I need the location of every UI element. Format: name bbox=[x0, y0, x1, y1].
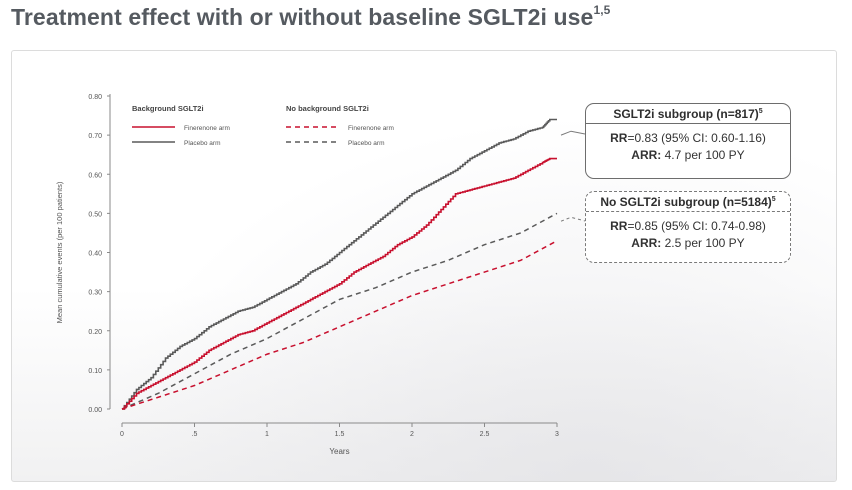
sglt2i-rr: RR=0.83 (95% CI: 0.60-1.16) bbox=[610, 131, 766, 145]
no-sglt2i-arr: ARR: 2.5 per 100 PY bbox=[631, 236, 745, 250]
sglt2i-connector bbox=[560, 130, 586, 136]
legend-label-solid-placebo: Placebo arm bbox=[184, 140, 221, 147]
legend-group-without: No background SGLT2i bbox=[286, 104, 369, 113]
line-chart: 0.00 0.10 0.20 0.30 0.40 0.50 0.60 0.70 0.80 0 .5 1… bbox=[55, 94, 586, 456]
x-tick-label: .5 bbox=[192, 431, 198, 438]
sglt2i-arr: ARR: 4.7 per 100 PY bbox=[631, 148, 745, 162]
no-sglt2i-subgroup-box: No SGLT2i subgroup (n=5184)5 RR=0.85 (95… bbox=[585, 191, 791, 263]
chart-legend: Background SGLT2i No background SGLT2i Fin… bbox=[132, 104, 394, 147]
sglt2i-subgroup-header: SGLT2i subgroup (n=817)5 bbox=[586, 104, 790, 124]
y-tick-label: 0.80 bbox=[88, 94, 102, 101]
y-tick-label: 0.50 bbox=[88, 211, 102, 218]
series-line-3 bbox=[121, 212, 558, 410]
series-line-1 bbox=[122, 118, 557, 410]
y-tick-label: 0.00 bbox=[88, 407, 102, 414]
y-tick-label: 0.60 bbox=[88, 172, 102, 179]
page-title: Treatment effect with or without baselin… bbox=[11, 3, 611, 30]
x-tick-label: 3 bbox=[555, 431, 559, 438]
y-tick-label: 0.30 bbox=[88, 290, 102, 297]
no-sglt2i-subgroup-stats: RR=0.85 (95% CI: 0.74-0.98) ARR: 2.5 per… bbox=[586, 212, 790, 252]
legend-label-dashed-placebo: Placebo arm bbox=[348, 140, 385, 147]
sglt2i-subgroup-box: SGLT2i subgroup (n=817)5 RR=0.83 (95% CI… bbox=[585, 103, 791, 179]
x-tick-label: 0 bbox=[120, 431, 124, 438]
x-tick-label: 2.5 bbox=[480, 431, 490, 438]
y-axis-title: Mean cumulative events (per 100 patients… bbox=[55, 181, 64, 323]
legend-group-with: Background SGLT2i bbox=[132, 104, 204, 113]
title-references: 1,5 bbox=[593, 3, 611, 18]
x-tick-label: 1 bbox=[265, 431, 269, 438]
x-tick-label: 1.5 bbox=[335, 431, 345, 438]
legend-label-dashed-finerenone: Finerenone arm bbox=[348, 125, 394, 132]
chart-axes: 0.00 0.10 0.20 0.30 0.40 0.50 0.60 0.70 0.80 0 .5 1… bbox=[55, 94, 559, 456]
series-line-4 bbox=[121, 240, 558, 410]
chart-series bbox=[121, 118, 586, 410]
y-tick-label: 0.40 bbox=[88, 251, 102, 258]
y-tick-label: 0.10 bbox=[88, 368, 102, 375]
series-line-2 bbox=[122, 157, 557, 410]
legend-label-solid-finerenone: Finerenone arm bbox=[184, 125, 230, 132]
chart-panel: 0.00 0.10 0.20 0.30 0.40 0.50 0.60 0.70 0.80 0 .5 1… bbox=[11, 50, 837, 482]
no-sglt2i-rr: RR=0.85 (95% CI: 0.74-0.98) bbox=[610, 219, 766, 233]
y-tick-label: 0.70 bbox=[88, 133, 102, 140]
x-axis-title: Years bbox=[329, 447, 349, 456]
no-sglt2i-connector bbox=[560, 216, 586, 222]
y-tick-label: 0.20 bbox=[88, 329, 102, 336]
sglt2i-subgroup-stats: RR=0.83 (95% CI: 0.60-1.16) ARR: 4.7 per… bbox=[586, 124, 790, 164]
x-tick-label: 2 bbox=[410, 431, 414, 438]
no-sglt2i-subgroup-header: No SGLT2i subgroup (n=5184)5 bbox=[586, 192, 790, 212]
